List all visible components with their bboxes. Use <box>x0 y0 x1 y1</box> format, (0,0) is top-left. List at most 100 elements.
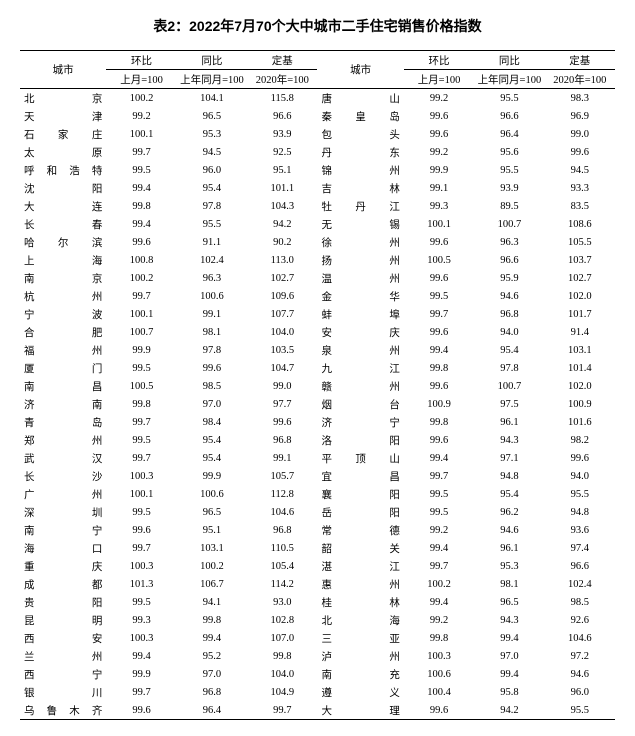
value-cell: 104.0 <box>247 323 317 341</box>
city-cell: 安 庆 <box>317 323 403 341</box>
value-cell: 99.2 <box>404 143 474 161</box>
value-cell: 99.1 <box>404 179 474 197</box>
value-cell: 99.3 <box>106 611 176 629</box>
value-cell: 105.4 <box>247 557 317 575</box>
value-cell: 95.3 <box>474 557 544 575</box>
table-row: 昆 明99.399.8102.8北 海99.294.392.6 <box>20 611 615 629</box>
value-cell: 99.4 <box>404 341 474 359</box>
value-cell: 99.4 <box>404 539 474 557</box>
value-cell: 99.5 <box>106 161 176 179</box>
value-cell: 100.7 <box>474 215 544 233</box>
value-cell: 97.5 <box>474 395 544 413</box>
table-body: 北 京100.2104.1115.8唐 山99.295.598.3天 津99.2… <box>20 89 615 720</box>
hdr-mom-l: 环比 <box>106 51 176 70</box>
table-row: 福 州99.997.8103.5泉 州99.495.4103.1 <box>20 341 615 359</box>
value-cell: 95.5 <box>545 485 615 503</box>
value-cell: 95.9 <box>474 269 544 287</box>
value-cell: 96.1 <box>474 413 544 431</box>
value-cell: 102.7 <box>247 269 317 287</box>
value-cell: 99.2 <box>404 89 474 108</box>
value-cell: 100.7 <box>474 377 544 395</box>
city-cell: 广 州 <box>20 485 106 503</box>
value-cell: 95.4 <box>177 431 247 449</box>
table-row: 宁 波100.199.1107.7蚌 埠99.796.8101.7 <box>20 305 615 323</box>
value-cell: 98.5 <box>545 593 615 611</box>
table-row: 广 州100.1100.6112.8襄 阳99.595.495.5 <box>20 485 615 503</box>
value-cell: 99.9 <box>177 467 247 485</box>
value-cell: 99.6 <box>404 431 474 449</box>
value-cell: 94.6 <box>474 521 544 539</box>
hdr-mom-sub-l: 上月=100 <box>106 70 176 89</box>
value-cell: 95.4 <box>474 485 544 503</box>
value-cell: 105.7 <box>247 467 317 485</box>
value-cell: 97.8 <box>177 341 247 359</box>
value-cell: 99.6 <box>404 233 474 251</box>
value-cell: 83.5 <box>545 197 615 215</box>
value-cell: 100.2 <box>177 557 247 575</box>
value-cell: 108.6 <box>545 215 615 233</box>
value-cell: 99.7 <box>106 143 176 161</box>
city-cell: 石 家 庄 <box>20 125 106 143</box>
value-cell: 94.8 <box>545 503 615 521</box>
value-cell: 100.3 <box>404 647 474 665</box>
value-cell: 94.5 <box>545 161 615 179</box>
table-row: 西 安100.399.4107.0三 亚99.899.4104.6 <box>20 629 615 647</box>
value-cell: 99.1 <box>247 449 317 467</box>
value-cell: 95.5 <box>474 161 544 179</box>
value-cell: 99.4 <box>106 215 176 233</box>
value-cell: 103.1 <box>177 539 247 557</box>
value-cell: 93.0 <box>247 593 317 611</box>
value-cell: 99.4 <box>404 449 474 467</box>
value-cell: 94.0 <box>474 323 544 341</box>
value-cell: 100.7 <box>106 323 176 341</box>
value-cell: 95.5 <box>474 89 544 108</box>
value-cell: 99.6 <box>404 323 474 341</box>
value-cell: 101.3 <box>106 575 176 593</box>
table-row: 南 昌100.598.599.0赣 州99.6100.7102.0 <box>20 377 615 395</box>
city-cell: 韶 关 <box>317 539 403 557</box>
value-cell: 99.7 <box>404 305 474 323</box>
city-cell: 遵 义 <box>317 683 403 701</box>
table-row: 厦 门99.599.6104.7九 江99.897.8101.4 <box>20 359 615 377</box>
value-cell: 109.6 <box>247 287 317 305</box>
value-cell: 99.8 <box>106 197 176 215</box>
value-cell: 105.5 <box>545 233 615 251</box>
value-cell: 99.6 <box>404 701 474 720</box>
value-cell: 96.5 <box>177 503 247 521</box>
value-cell: 96.6 <box>247 107 317 125</box>
value-cell: 94.3 <box>474 611 544 629</box>
value-cell: 95.1 <box>247 161 317 179</box>
value-cell: 99.2 <box>404 521 474 539</box>
table-row: 重 庆100.3100.2105.4湛 江99.795.396.6 <box>20 557 615 575</box>
value-cell: 100.1 <box>404 215 474 233</box>
hdr-base-r: 定基 <box>545 51 615 70</box>
value-cell: 93.9 <box>247 125 317 143</box>
table-row: 哈 尔 滨99.691.190.2徐 州99.696.3105.5 <box>20 233 615 251</box>
city-cell: 昆 明 <box>20 611 106 629</box>
city-cell: 青 岛 <box>20 413 106 431</box>
value-cell: 104.1 <box>177 89 247 108</box>
value-cell: 99.3 <box>404 197 474 215</box>
value-cell: 103.7 <box>545 251 615 269</box>
value-cell: 96.0 <box>177 161 247 179</box>
value-cell: 97.0 <box>177 665 247 683</box>
value-cell: 99.6 <box>545 449 615 467</box>
table-row: 深 圳99.596.5104.6岳 阳99.596.294.8 <box>20 503 615 521</box>
table-row: 武 汉99.795.499.1平 顶 山99.497.199.6 <box>20 449 615 467</box>
city-cell: 无 锡 <box>317 215 403 233</box>
city-cell: 天 津 <box>20 107 106 125</box>
value-cell: 98.1 <box>177 323 247 341</box>
value-cell: 94.8 <box>474 467 544 485</box>
hdr-base-sub-r: 2020年=100 <box>545 70 615 89</box>
value-cell: 103.1 <box>545 341 615 359</box>
value-cell: 100.3 <box>106 467 176 485</box>
table-row: 青 岛99.798.499.6济 宁99.896.1101.6 <box>20 413 615 431</box>
city-cell: 湛 江 <box>317 557 403 575</box>
city-cell: 烟 台 <box>317 395 403 413</box>
city-cell: 大 连 <box>20 197 106 215</box>
value-cell: 101.6 <box>545 413 615 431</box>
value-cell: 96.6 <box>545 557 615 575</box>
value-cell: 96.2 <box>474 503 544 521</box>
city-cell: 宁 波 <box>20 305 106 323</box>
value-cell: 102.0 <box>545 287 615 305</box>
